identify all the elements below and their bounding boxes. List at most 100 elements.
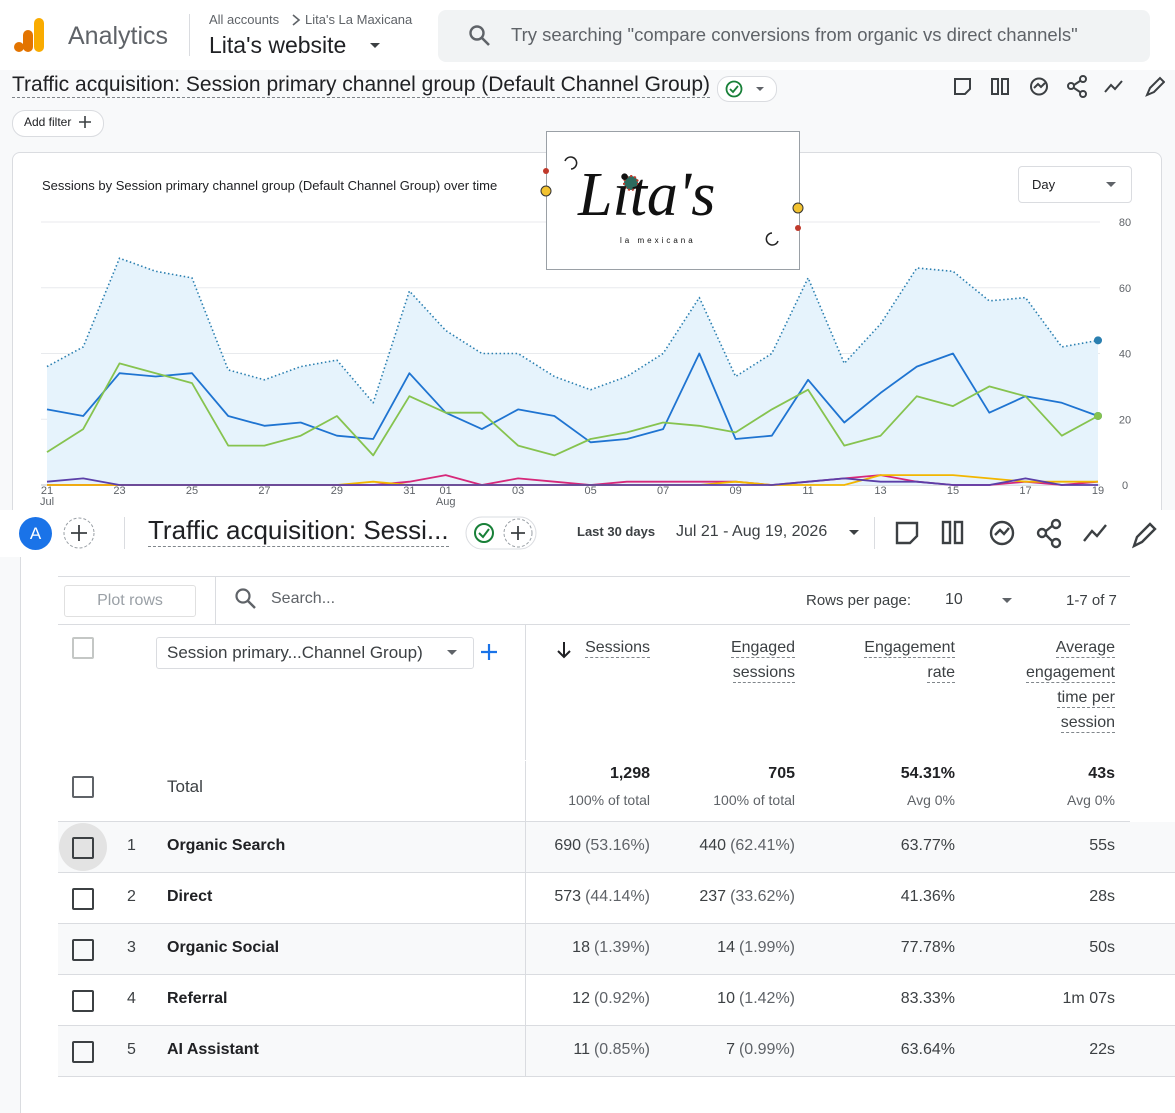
x-tick-label: 23 — [113, 485, 125, 497]
row-checkbox[interactable] — [72, 939, 94, 961]
column-header[interactable]: time per — [1057, 689, 1115, 708]
date-preset[interactable]: Last 30 days — [577, 524, 656, 539]
header-checkbox[interactable] — [72, 637, 94, 659]
search-icon — [469, 25, 490, 46]
table-rule — [58, 760, 1130, 761]
cell-percent: (62.41%) — [730, 837, 795, 854]
cell-value: 28s — [1089, 888, 1115, 905]
table-row — [58, 1026, 1175, 1077]
row-rank: 1 — [127, 837, 136, 854]
search-placeholder: Try searching "compare conversions from … — [511, 24, 1078, 45]
plus-icon — [79, 116, 91, 128]
x-tick-label: 13 — [874, 485, 886, 497]
property-name[interactable]: Lita's website — [209, 32, 347, 58]
column-header[interactable]: sessions — [732, 664, 795, 683]
analytics-logo[interactable] — [14, 18, 48, 54]
end-marker — [1094, 411, 1102, 420]
status-pill[interactable] — [465, 516, 537, 550]
chart-title: Sessions by Session primary channel grou… — [42, 178, 498, 193]
dimension-select[interactable] — [156, 637, 474, 669]
cell-value: 573 — [554, 888, 582, 905]
cell-value: 440 — [699, 837, 727, 854]
cell-value: 12 — [572, 990, 590, 1007]
column-header[interactable]: Engaged — [730, 639, 795, 658]
rows-per-page[interactable]: 10 — [945, 591, 963, 608]
column-header[interactable]: rate — [927, 664, 955, 683]
toolbar-title[interactable]: Traffic acquisition: Sessi... — [148, 515, 449, 547]
cell-value: 55s — [1089, 837, 1115, 854]
x-tick-label: 17 — [1019, 485, 1031, 497]
cell-value: 77.78% — [900, 939, 955, 956]
table-row — [58, 924, 1175, 975]
cell: 18 (1.39%) — [572, 939, 650, 957]
breadcrumb-account[interactable]: Lita's La Maxicana — [305, 12, 413, 27]
total-value: 1,298 — [609, 765, 650, 782]
add-filter[interactable] — [12, 110, 104, 137]
chevron — [292, 14, 301, 26]
x-tick-label: 15 — [947, 485, 959, 497]
row-channel: Organic Search — [167, 837, 286, 854]
y-tick-label: 20 — [1119, 414, 1131, 426]
toolbar-actions[interactable] — [890, 516, 1160, 550]
row-checkbox[interactable] — [72, 888, 94, 910]
cell-percent: (44.14%) — [585, 888, 650, 905]
row-checkbox — [72, 776, 94, 798]
cell-value: 83.33% — [900, 990, 955, 1007]
column-header[interactable]: Average — [1055, 639, 1115, 658]
column-divider — [525, 1026, 526, 1077]
column-header[interactable]: Engagement — [864, 639, 955, 658]
cell: 12 (0.92%) — [572, 990, 650, 1008]
add-filter-label[interactable]: Add filter — [24, 115, 72, 129]
cell-value: 50s — [1089, 939, 1115, 956]
row-checkbox[interactable] — [72, 1041, 94, 1063]
row-channel: Referral — [167, 990, 228, 1007]
cell: 63.64% — [901, 1041, 955, 1059]
cell-percent: (1.42%) — [738, 990, 795, 1007]
search-box[interactable] — [438, 10, 1150, 62]
x-tick-label: 27 — [258, 485, 270, 497]
cell: 14 (1.99%) — [717, 939, 795, 957]
row-checkbox[interactable] — [72, 990, 94, 1012]
cell: 83.33% — [901, 990, 955, 1008]
cell-value: 14 — [717, 939, 735, 956]
caret — [447, 650, 457, 655]
plot-rows-button[interactable]: Plot rows — [64, 585, 196, 617]
breadcrumb-root[interactable]: All accounts — [209, 12, 280, 27]
column-divider — [525, 975, 526, 1026]
divider — [189, 14, 190, 56]
x-tick-label: 01 Aug — [436, 485, 456, 508]
report-title[interactable]: Traffic acquisition: Session primary cha… — [12, 73, 711, 98]
date-range[interactable]: Jul 21 - Aug 19, 2026 — [676, 523, 828, 540]
y-tick-label: 60 — [1119, 283, 1131, 295]
total-sub: Avg 0% — [1067, 792, 1115, 808]
column-header[interactable]: engagement — [1026, 664, 1115, 683]
row-rank: 5 — [127, 1041, 136, 1058]
cell-percent: (0.99%) — [738, 1041, 795, 1058]
logo-box — [546, 131, 800, 270]
add-comparison[interactable] — [62, 516, 96, 550]
avatar[interactable]: A — [19, 517, 52, 550]
table-row — [58, 975, 1175, 1026]
cell: 440 (62.41%) — [699, 837, 795, 855]
column-header[interactable]: Sessions — [585, 639, 650, 658]
row-checkbox[interactable] — [72, 837, 94, 859]
table-rule — [58, 821, 1130, 822]
add-dimension[interactable] — [480, 643, 498, 661]
cell-value: 63.77% — [900, 837, 955, 854]
column-header[interactable]: session — [1060, 714, 1115, 733]
line — [46, 352, 1099, 444]
total-value: 705 — [768, 765, 795, 782]
report-actions[interactable] — [950, 74, 1165, 100]
rows-per-page-label: Rows per page: — [806, 592, 912, 609]
x-tick-label: 03 — [512, 485, 524, 497]
dimension-name: Session primary...Channel Group) — [167, 643, 423, 662]
cell: 7 (0.99%) — [726, 1041, 795, 1059]
caret — [1002, 598, 1012, 603]
cell: 573 (44.14%) — [554, 888, 650, 906]
end-marker — [1094, 336, 1102, 345]
cell-value: 22s — [1089, 1041, 1115, 1058]
table-search[interactable]: Search... — [271, 590, 336, 607]
app-name: Analytics — [68, 22, 169, 50]
caret — [849, 530, 859, 535]
